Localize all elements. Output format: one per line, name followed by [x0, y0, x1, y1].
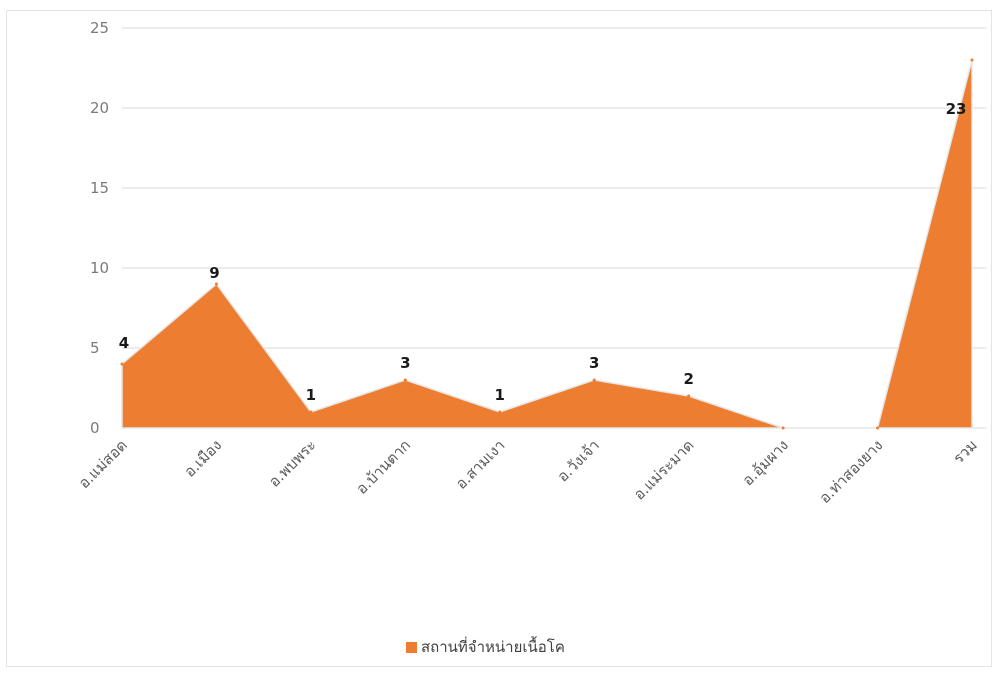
data-point: [781, 426, 785, 430]
data-point: [876, 426, 880, 430]
x-category-label: อ.วังเจ้า: [554, 436, 603, 485]
x-category-label: อ.พบพระ: [265, 436, 320, 491]
data-label: 3: [400, 354, 410, 372]
x-category-label: อ.เมือง: [181, 436, 226, 481]
legend: สถานที่จำหน่ายเนื้อโค: [406, 636, 565, 656]
data-point: [687, 394, 691, 398]
data-point: [214, 282, 218, 286]
data-point: [592, 378, 596, 382]
data-label: 9: [209, 264, 219, 282]
area-series-0: [121, 59, 973, 429]
x-category-label: อ.สามเงา: [452, 436, 509, 493]
y-tick-label: 0: [90, 419, 100, 437]
data-label: 1: [495, 386, 505, 404]
data-label: 2: [683, 370, 693, 388]
data-point: [309, 410, 313, 414]
y-axis-ticks: 0 5 10 15 20 25: [90, 19, 109, 437]
legend-swatch: [406, 642, 417, 653]
x-category-label: อ.อุ้มผาง: [739, 436, 793, 490]
x-category-label: อ.แม่ระมาด: [630, 436, 698, 504]
data-point: [403, 378, 407, 382]
x-category-label: รวม: [949, 436, 980, 467]
y-tick-label: 10: [90, 259, 109, 277]
data-label: 3: [589, 354, 599, 372]
data-point: [498, 410, 502, 414]
x-category-label: อ.บ้านตาก: [352, 436, 414, 498]
data-label: 1: [306, 386, 316, 404]
data-label: 4: [119, 334, 129, 352]
y-tick-label: 15: [90, 179, 109, 197]
legend-label: สถานที่จำหน่ายเนื้อโค: [421, 636, 565, 656]
series-area: [120, 58, 974, 430]
data-point: [120, 362, 124, 366]
y-tick-label: 5: [90, 339, 100, 357]
y-tick-label: 25: [90, 19, 109, 37]
y-tick-label: 20: [90, 99, 109, 117]
data-labels: 4 9 1 3 1 3 2 23: [119, 100, 967, 404]
data-point: [970, 58, 974, 62]
data-label: 23: [946, 100, 967, 118]
x-axis-categories: อ.แม่สอด อ.เมือง อ.พบพระ อ.บ้านตาก อ.สามเงา อ…: [75, 436, 981, 507]
x-category-label: อ.แม่สอด: [75, 436, 131, 492]
x-category-label: อ.ท่าสองยาง: [816, 436, 887, 507]
